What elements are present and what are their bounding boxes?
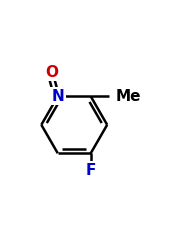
Text: N: N xyxy=(51,89,64,104)
Text: O: O xyxy=(45,65,58,80)
Text: F: F xyxy=(85,163,96,178)
Text: Me: Me xyxy=(116,89,142,104)
